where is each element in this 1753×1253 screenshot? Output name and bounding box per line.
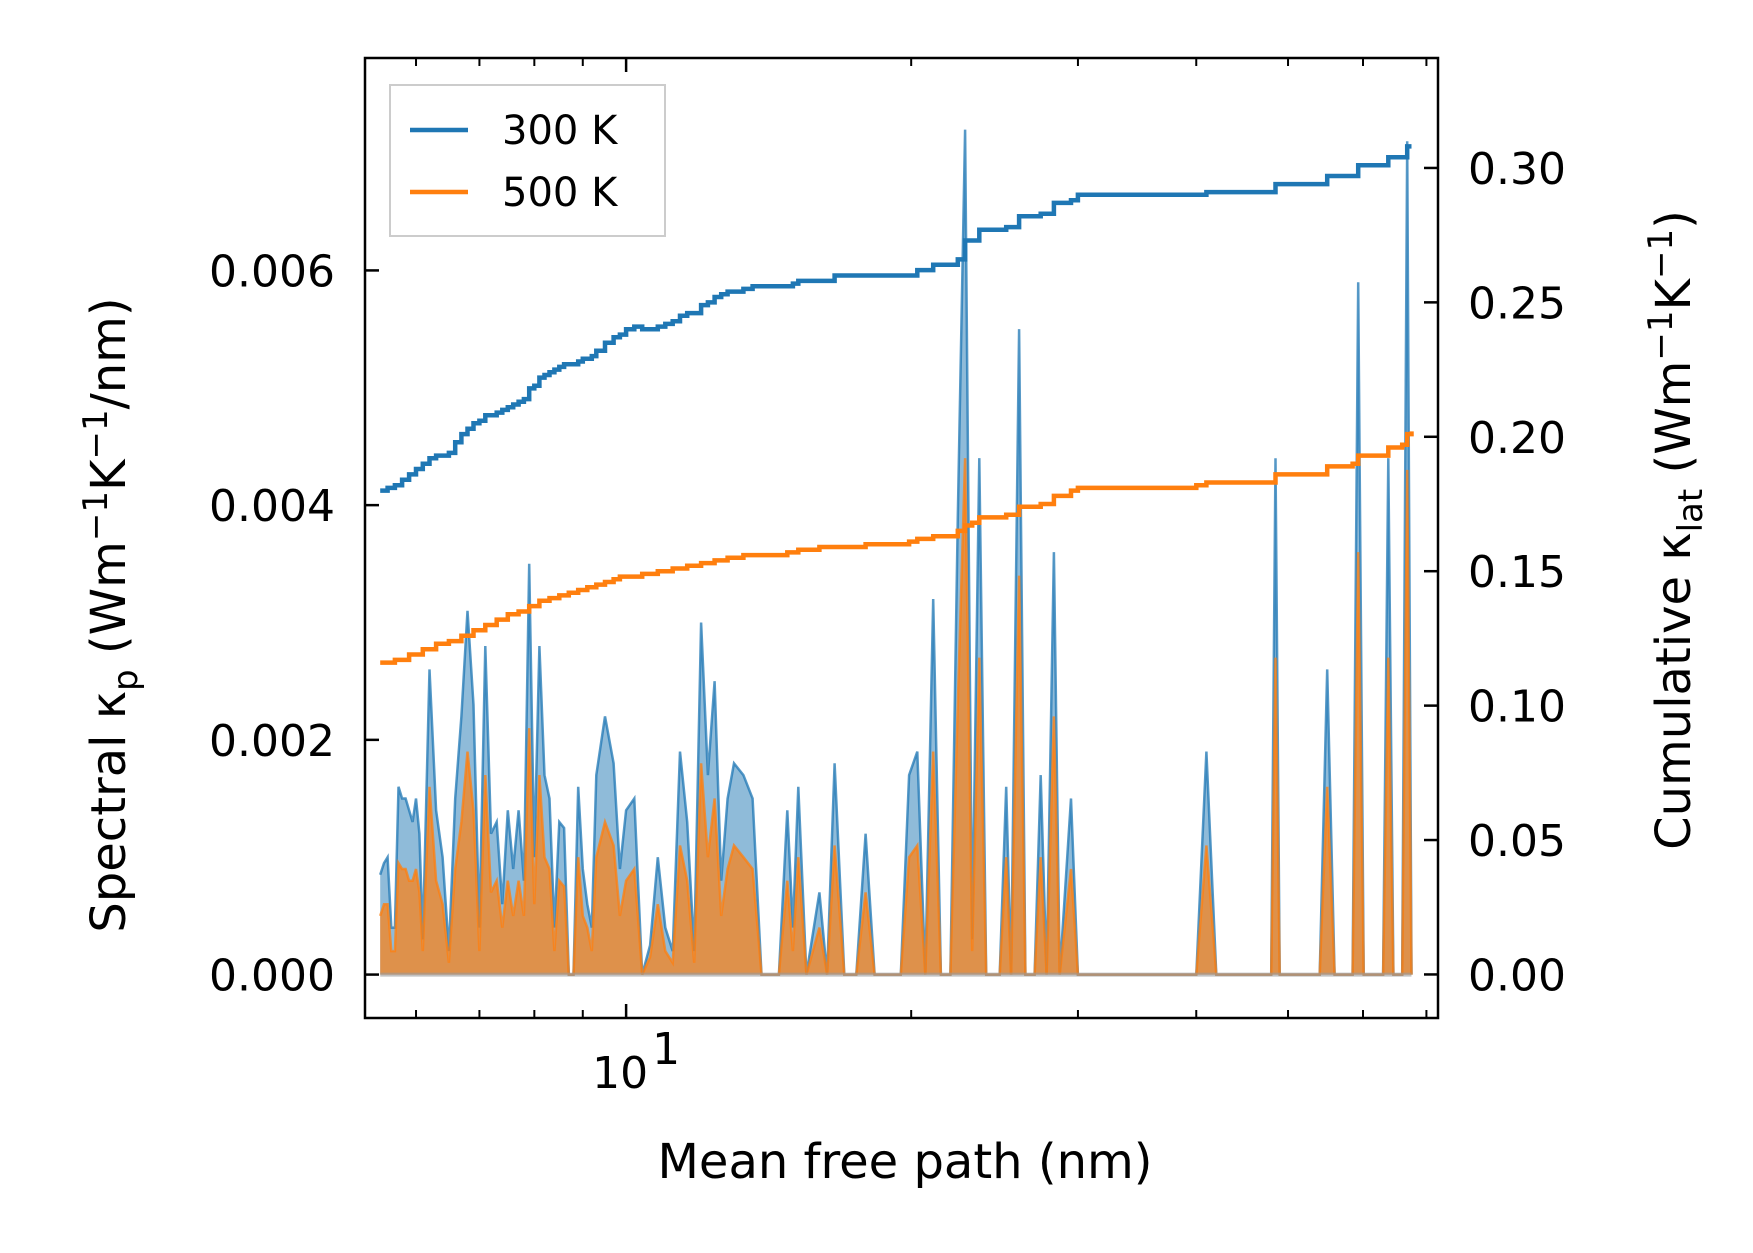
left-y-label-main: Spectral κ	[81, 691, 137, 933]
right-y-axis-label: Cumulative κlat (Wm−1K−1)	[1641, 210, 1711, 850]
right-y-label-sup1: −1	[1641, 310, 1681, 360]
left-y-label-tail: /nm)	[81, 297, 137, 409]
left-y-axis-label: Spectral κp (Wm−1K−1/nm)	[76, 297, 146, 932]
right-y-label-sup2: −1	[1641, 229, 1681, 279]
left-y-tick-label: 0.004	[209, 481, 335, 532]
right-y-tick-label: 0.00	[1468, 950, 1566, 1001]
left-y-label-unit: (Wm	[81, 541, 137, 669]
tick-layer: 10 1 0.000 0.002 0.004 0.006 0.00 0.05 0.10 0.15 0…	[209, 58, 1566, 1099]
plot-frame	[363, 56, 1440, 1020]
left-y-label-k: K	[81, 458, 137, 491]
right-y-tick-label: 0.10	[1468, 682, 1566, 733]
left-y-label-sub: p	[106, 669, 146, 691]
x-tick-label-exponent: 1	[652, 1024, 680, 1075]
x-axis-label: Mean free path (nm)	[658, 1134, 1153, 1190]
legend-label-0: 300 K	[502, 108, 619, 154]
right-y-tick-label: 0.25	[1468, 278, 1566, 329]
spectral-area-1	[380, 458, 1412, 975]
right-y-tick-label: 0.15	[1468, 547, 1566, 598]
spectral-line-1	[379, 458, 1413, 976]
legend: 300 K 500 K	[389, 84, 666, 237]
x-tick-label: 10	[592, 1048, 648, 1099]
right-y-label-tail: )	[1646, 210, 1702, 229]
right-y-tick-label: 0.05	[1468, 816, 1566, 867]
right-y-label-sub: lat	[1671, 489, 1711, 533]
right-y-label-main: Cumulative κ	[1646, 532, 1702, 850]
cumulative-line-0	[380, 144, 1412, 493]
cumulative-line-1	[380, 431, 1414, 665]
left-y-label-sup1: −1	[76, 491, 116, 541]
left-y-tick-label: 0.000	[209, 951, 335, 1002]
spectral-fill-layer	[379, 129, 1413, 977]
legend-box	[389, 84, 666, 237]
left-y-tick-label: 0.002	[209, 716, 335, 767]
left-y-tick-label: 0.006	[209, 246, 335, 297]
right-y-tick-label: 0.20	[1468, 413, 1566, 464]
legend-label-1: 500 K	[502, 170, 619, 216]
left-y-label-sup2: −1	[76, 409, 116, 459]
series-line-layer	[380, 144, 1414, 665]
right-y-label-k: K	[1646, 277, 1702, 310]
right-y-tick-label: 0.30	[1468, 144, 1566, 195]
right-y-label-unit: (Wm	[1646, 361, 1702, 489]
